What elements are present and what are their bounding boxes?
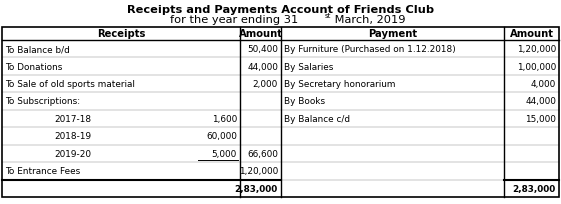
Text: 1,20,000: 1,20,000	[517, 45, 556, 54]
Text: To Entrance Fees: To Entrance Fees	[5, 167, 80, 176]
Text: To Sale of old sports material: To Sale of old sports material	[5, 80, 135, 89]
Text: 5,000: 5,000	[211, 150, 237, 159]
Text: 4,000: 4,000	[531, 80, 556, 89]
Text: 1,20,000: 1,20,000	[239, 167, 278, 176]
Text: 50,400: 50,400	[247, 45, 278, 54]
Bar	[2, 27, 559, 197]
Text: To Donations: To Donations	[5, 63, 62, 72]
Text: Amount: Amount	[238, 29, 283, 39]
Text: 66,600: 66,600	[247, 150, 278, 159]
Text: 44,000: 44,000	[247, 63, 278, 72]
Text: Amount: Amount	[509, 29, 554, 39]
Text: 44,000: 44,000	[525, 98, 556, 106]
Text: By Salaries: By Salaries	[284, 63, 333, 72]
Text: 2017-18: 2017-18	[54, 115, 91, 124]
Text: To Balance b/d: To Balance b/d	[5, 45, 70, 54]
Text: 1,00,000: 1,00,000	[517, 63, 556, 72]
Text: 2018-19: 2018-19	[54, 132, 91, 141]
Text: 2,83,000: 2,83,000	[513, 185, 556, 194]
Text: Receipts and Payments Account of Friends Club: Receipts and Payments Account of Friends…	[127, 5, 434, 15]
Text: By Balance c/d: By Balance c/d	[284, 115, 350, 124]
Text: March, 2019: March, 2019	[331, 15, 406, 25]
Text: Receipts: Receipts	[97, 29, 145, 39]
Text: 15,000: 15,000	[525, 115, 556, 124]
Text: 2,83,000: 2,83,000	[234, 185, 278, 194]
Text: for the year ending 31: for the year ending 31	[170, 15, 298, 25]
Text: 2019-20: 2019-20	[54, 150, 91, 159]
Text: By Books: By Books	[284, 98, 325, 106]
Text: st: st	[325, 12, 332, 19]
Text: 2,000: 2,000	[253, 80, 278, 89]
Text: 60,000: 60,000	[206, 132, 237, 141]
Text: By Furniture (Purchased on 1.12.2018): By Furniture (Purchased on 1.12.2018)	[284, 45, 456, 54]
Text: To Subscriptions:: To Subscriptions:	[5, 98, 80, 106]
Text: By Secretary honorarium: By Secretary honorarium	[284, 80, 396, 89]
Text: Payment: Payment	[368, 29, 417, 39]
Text: 1,600: 1,600	[211, 115, 237, 124]
